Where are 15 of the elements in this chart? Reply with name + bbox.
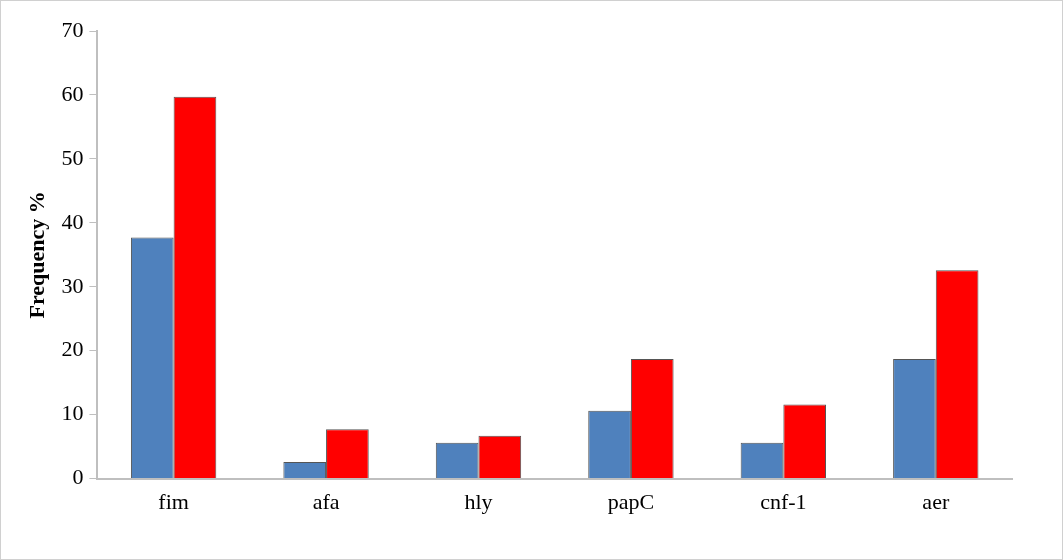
x-tick-label: cnf-1	[760, 488, 807, 514]
y-tick-label: 30	[61, 272, 84, 298]
y-tick-label: 60	[61, 80, 84, 106]
y-tick-label: 10	[61, 400, 84, 426]
y-tick-label: 20	[61, 336, 84, 362]
y-tick-label: 0	[72, 464, 84, 490]
x-tick-label: afa	[312, 488, 340, 514]
y-tick-label: 40	[61, 208, 84, 234]
y-tick-label: 50	[61, 144, 84, 170]
x-tick-label: hly	[464, 488, 493, 514]
x-tick-label: papC	[607, 488, 655, 514]
y-axis-title: Frequency %	[23, 191, 49, 319]
x-tick-label: aer	[922, 488, 950, 514]
y-tick-label: 70	[61, 16, 84, 42]
x-tick-label: fim	[158, 488, 189, 514]
